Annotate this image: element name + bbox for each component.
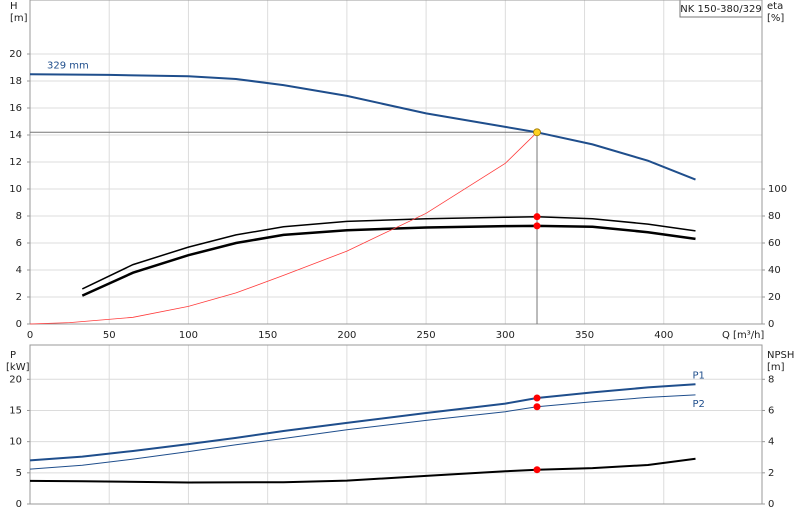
operating-point <box>533 466 541 474</box>
y2-label: eta <box>767 1 783 12</box>
curve <box>81 224 696 297</box>
y-tick-label: 8 <box>16 211 22 222</box>
x-tick-label: 300 <box>496 330 515 341</box>
y-tick-label: 6 <box>16 238 22 249</box>
y-tick-label: 16 <box>9 103 22 114</box>
x-tick-label: 200 <box>337 330 356 341</box>
y2-tick-label: 6 <box>768 405 774 416</box>
y-unit: [kW] <box>6 362 30 373</box>
curve <box>29 132 538 325</box>
y-tick-label: 15 <box>9 405 22 416</box>
y-unit: [m] <box>10 13 28 24</box>
x-tick-label: 50 <box>103 330 116 341</box>
x-tick-label: 0 <box>27 330 33 341</box>
operating-point <box>533 403 541 411</box>
y-tick-label: 5 <box>16 468 22 479</box>
x-tick-label: 350 <box>575 330 594 341</box>
operating-point <box>533 213 541 221</box>
y-tick-label: 0 <box>16 499 22 510</box>
y-tick-label: 10 <box>9 184 22 195</box>
x-tick-label: 100 <box>179 330 198 341</box>
curve <box>29 73 696 181</box>
y-tick-label: 4 <box>16 265 22 276</box>
curve <box>81 215 696 290</box>
y-tick-label: 10 <box>9 437 22 448</box>
y2-tick-label: 4 <box>768 437 774 448</box>
operating-point <box>533 128 541 137</box>
x-tick-label: 250 <box>417 330 436 341</box>
x-tick-label: 400 <box>654 330 673 341</box>
y-tick-label: 20 <box>9 374 22 385</box>
y-tick-label: 18 <box>9 76 22 87</box>
operating-point <box>533 394 541 402</box>
x-tick-label: 150 <box>258 330 277 341</box>
y2-tick-label: 100 <box>768 184 787 195</box>
curve <box>29 394 696 470</box>
y2-tick-label: 0 <box>768 499 774 510</box>
series-label: 329 mm <box>47 60 89 71</box>
y-tick-label: 12 <box>9 157 22 168</box>
y2-tick-label: 80 <box>768 211 781 222</box>
y-tick-label: 2 <box>16 292 22 303</box>
plot-frame <box>29 344 763 505</box>
x-label: Q [m³/h] <box>722 330 764 341</box>
y2-unit: [%] <box>767 13 784 24</box>
y2-unit: [m] <box>767 362 785 373</box>
series-label: P1 <box>692 370 704 381</box>
y-tick-label: 20 <box>9 49 22 60</box>
y2-tick-label: 40 <box>768 265 781 276</box>
curve <box>29 457 696 484</box>
curve <box>29 383 696 462</box>
y2-label: NPSH <box>767 350 794 361</box>
plot-frame <box>29 0 763 325</box>
y2-tick-label: 8 <box>768 374 774 385</box>
y-label: H <box>10 1 18 12</box>
operating-point <box>533 222 541 230</box>
y-tick-label: 0 <box>16 319 22 330</box>
y2-tick-label: 0 <box>768 319 774 330</box>
y2-tick-label: 2 <box>768 468 774 479</box>
y2-tick-label: 20 <box>768 292 781 303</box>
y-label: P <box>10 350 16 361</box>
series-label: P2 <box>692 399 704 410</box>
y2-tick-label: 60 <box>768 238 781 249</box>
y-tick-label: 14 <box>9 130 22 141</box>
chart-title: NK 150-380/329 <box>680 4 761 15</box>
